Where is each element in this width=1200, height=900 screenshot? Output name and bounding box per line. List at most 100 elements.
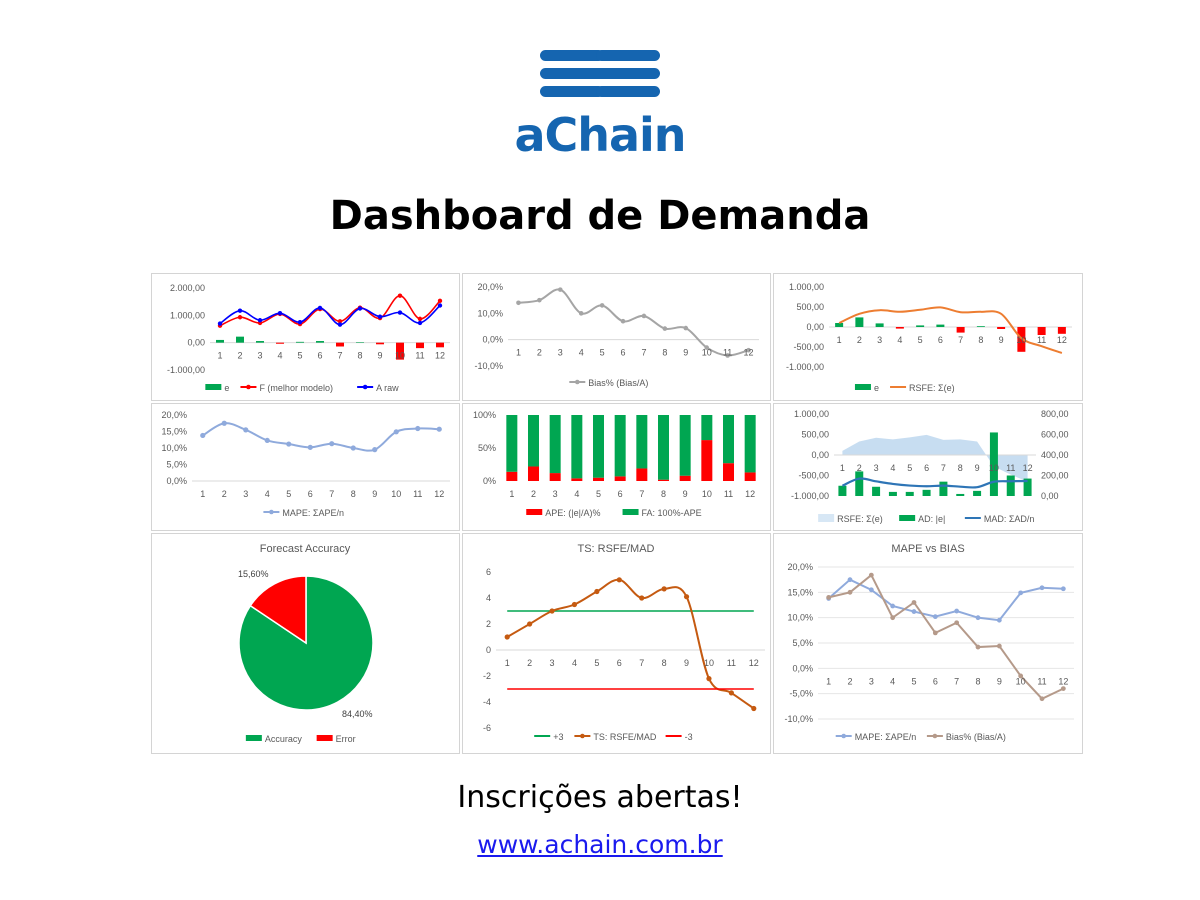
bar-e [875,323,884,327]
point-mape [415,425,421,432]
x-tick-label: 4 [277,351,282,361]
bar-fa [701,415,713,441]
bar-ape [528,466,539,481]
legend-swatch-ape-e-a [526,509,543,515]
point-bias-bias-a [826,595,832,600]
y-tick-label: 10,0% [477,308,503,318]
chart-mape-vs-bias: MAPE vs BIAS -10,0% -5,0% 0,0% 5,0% 10,0% 15,0… [784,543,1074,742]
point-bias-bias-a [932,630,938,636]
pie-label-accuracy: 84,40% [342,709,373,719]
y-tick-label: 100% [473,410,496,420]
bar-ape [636,468,648,481]
point-mape-ape-n [911,609,917,614]
y-tick-label: 500,00 [801,430,829,440]
legend-label-e: e [224,383,229,393]
x-tick-label: 10 [702,489,712,499]
y-tick-label: -10,0% [474,361,503,371]
achain-logo-icon [540,50,660,97]
x-tick-label: 3 [257,351,262,361]
chart-title: MAPE vs BIAS [891,543,964,555]
point-ts-rsfe-mad [616,577,622,583]
bar-fa [593,415,604,478]
bar-fa [636,415,648,469]
y-tick-label: 1.000,00 [789,282,824,292]
x-tick-label: 4 [890,676,895,686]
point-bias [620,318,626,324]
legend-label-bias-bias-a: Bias% (Bias/A) [946,732,1006,742]
bar-e [316,341,324,343]
point-a-raw [337,322,343,327]
point-ts-rsfe-mad [751,705,757,712]
x-tick-label: 11 [415,351,424,361]
bar-e [835,323,844,327]
bar-ape [744,472,756,481]
bar-fa [658,415,669,480]
bar-e [855,317,864,327]
point-mape-ape-n [847,577,853,583]
x-tick-label: 2 [537,348,542,358]
legend-label-3: +3 [553,732,563,742]
point-ts-rsfe-mad [683,594,690,600]
x-tick-label: 5 [594,658,599,668]
chart-title: TS: RSFE/MAD [577,543,654,555]
point-ts-rsfe-mad [661,586,667,592]
chart-title: Forecast Accuracy [260,543,351,555]
legend-label-fa-100-ape: FA: 100%-APE [642,508,702,518]
x-tick-label: 12 [435,351,445,361]
x-tick-label: 7 [329,489,334,499]
point-a-raw [357,306,363,311]
page-title: Dashboard de Demanda [329,193,871,239]
legend-label-accuracy: Accuracy [265,734,303,744]
x-tick-label: 2 [857,335,862,345]
point-bias [516,300,521,306]
pie-slice-error [249,575,307,645]
x-tick-label: 10 [704,658,714,668]
point-a-raw [237,308,243,313]
series-line-mape-ape-n [828,578,1064,622]
point-bias [537,297,542,303]
chart-panel-bias: -10,0% 0,0% 10,0% 20,0% 1 2 3 4 5 6 7 8 9 10 11 12 Bias%… [462,273,771,401]
point-bias [599,303,605,308]
bar-e [416,342,424,349]
point-a-raw [277,310,283,316]
x-tick-label: 12 [749,658,759,668]
x-tick-label: 12 [434,489,444,499]
point-mape-ape-n [954,608,960,614]
y-tick-label: 15,0% [787,587,813,597]
x-tick-label: 3 [553,489,558,499]
bar-ad [838,485,847,496]
y-tick-label: 1.000,00 [794,409,829,419]
x-tick-label: 11 [727,658,736,668]
y-tick-label: 20,0% [161,410,187,420]
x-tick-label: 6 [933,676,938,686]
bar-ape [506,471,518,481]
y-tick-label: -4 [483,697,491,707]
point-bias [683,325,689,331]
x-tick-label: 2 [527,658,532,668]
bar-ad [939,481,948,496]
legend-marker-mape-ape-n [841,733,846,739]
point-bias-bias-a [847,589,853,595]
bar-e [895,327,904,329]
bar-ad [922,489,931,496]
x-tick-label: 11 [1037,676,1046,686]
point-bias [662,326,668,331]
bar-ape [614,476,626,481]
point-mape [329,441,335,447]
legend-label-ts-rsfe-mad: TS: RSFE/MAD [593,732,657,742]
x-tick-label: 10 [1016,676,1026,686]
pie-label-error: 15,60% [238,569,269,579]
chart-panel-forecast-vs-actual: -1.000,00 0,00 1.000,00 2.000,00 1 2 3 4 5 6 7 8 9 10… [151,273,460,401]
y-tick-label: 1.000,00 [170,310,205,320]
chart-forecast-vs-actual: -1.000,000,001.000,002.000,001 2 3 4 5 6 7 8 9 10… [167,283,450,393]
legend-label-f-melhor-modelo: F (melhor modelo) [259,383,333,393]
chart-panel-tracking-signal: TS: RSFE/MAD -6 -4 -2 0 2 4 6 1 2 3 4 5 6 7 8 9 10 11 12 +3 T… [462,533,771,754]
bar-ape [549,473,561,481]
chart-panel-rsfe-ad-mad: -1.000,00 -500,00 0,00 500,00 1.000,00 0,00 20… [773,403,1083,531]
x-tick-label: 8 [958,463,963,473]
point-mape [393,429,399,435]
website-link[interactable]: www.achain.com.br [477,830,723,859]
point-bias-bias-a [996,643,1002,649]
x-tick-label: 7 [941,463,946,473]
bar-ape [723,463,734,481]
